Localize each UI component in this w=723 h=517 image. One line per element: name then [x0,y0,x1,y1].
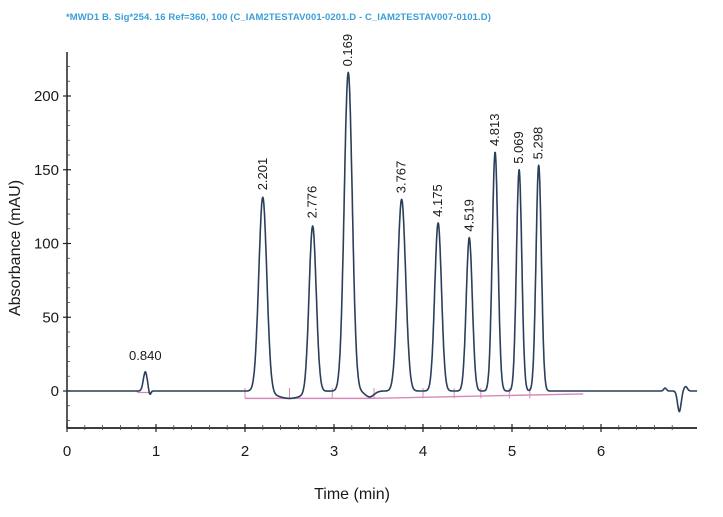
peak-label-3.767: 3.767 [394,161,409,194]
peak-labels: 0.840 2.201 2.776 0.169 3.767 4.175 4.519 4.813… [129,34,546,363]
peak-label-0.169: 0.169 [340,34,355,67]
x-tick-label-0: 0 [63,443,71,460]
y-axis-label: Absorbance (mAU) [7,180,24,316]
y-tick-label-50: 50 [42,309,59,326]
integration-baseline [136,388,584,400]
chromatogram-trace [66,71,698,413]
x-axis-label: Time (min) [314,486,390,503]
peak-label-4.519: 4.519 [461,199,476,232]
chart-header: *MWD1 B. Sig*254. 16 Ref=360, 100 (C_IAM… [66,12,491,23]
trace-layer [66,71,698,413]
y-tick-label-200: 200 [34,88,59,105]
axes: 0 50 100 150 200 0 1 2 3 4 5 6 [34,52,697,460]
peak-label-5.069: 5.069 [511,131,526,164]
peak-label-2.201: 2.201 [255,158,270,191]
peak-label-2.776: 2.776 [305,186,320,219]
peak-label-5.298: 5.298 [531,127,546,160]
x-tick-label-6: 6 [597,443,605,460]
x-tick-label-2: 2 [241,443,249,460]
peak-label-4.813: 4.813 [487,114,502,147]
x-tick-label-1: 1 [152,443,160,460]
y-tick-label-0: 0 [51,383,59,400]
y-tick-label-150: 150 [34,162,59,179]
y-tick-label-100: 100 [34,236,59,253]
peak-label-4.175: 4.175 [430,184,445,217]
x-tick-label-4: 4 [419,443,427,460]
peak-label-0.840: 0.840 [129,348,162,363]
x-tick-label-3: 3 [330,443,338,460]
x-tick-label-5: 5 [508,443,516,460]
